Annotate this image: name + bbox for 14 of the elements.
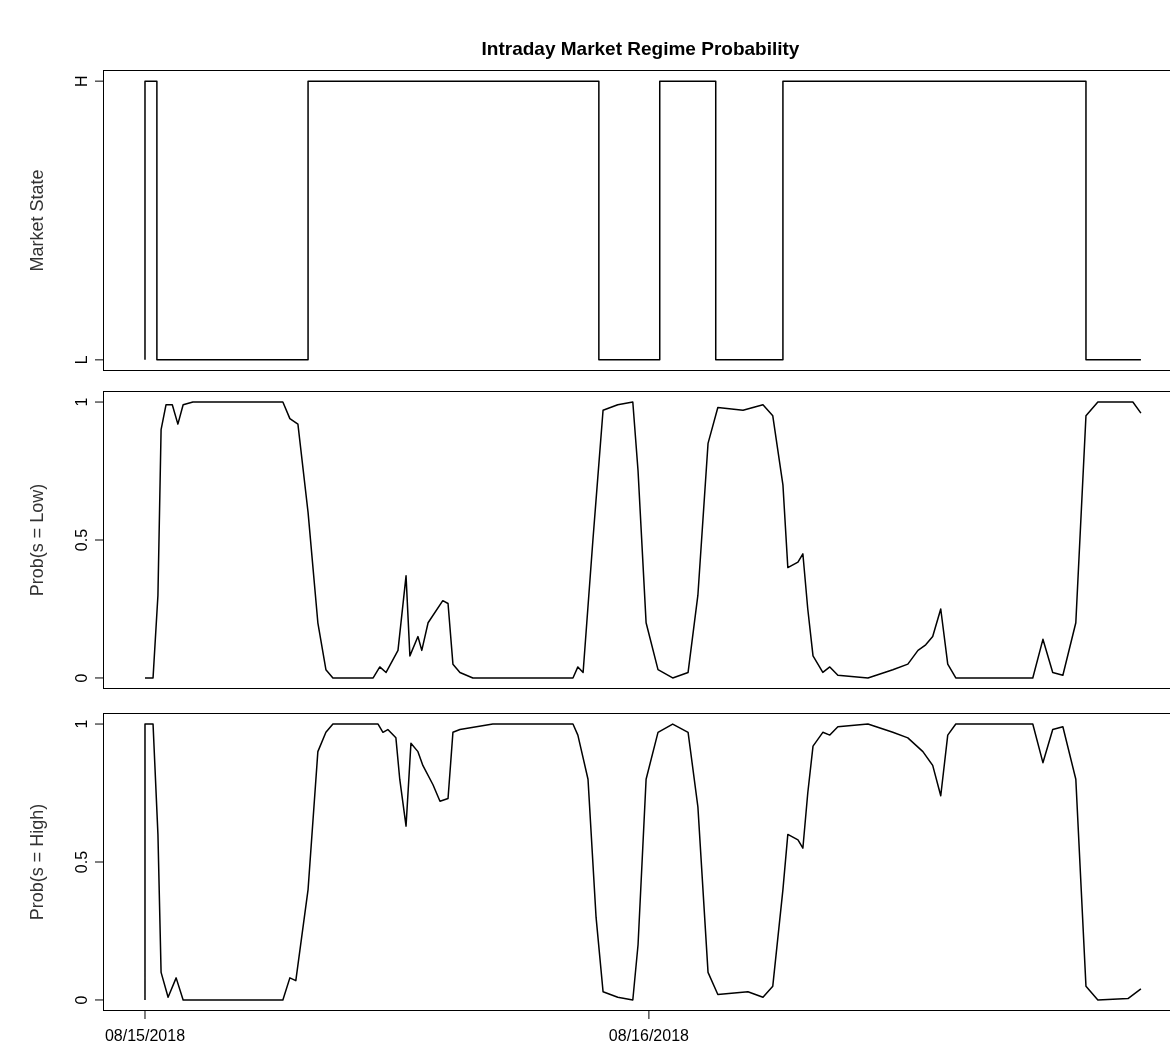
chart-title: Intraday Market Regime Probability xyxy=(480,38,801,60)
y-tick-label: 1 xyxy=(73,397,90,407)
x-tick-label: 08/16/2018 xyxy=(608,1027,690,1044)
x-tick-label: 08/15/2018 xyxy=(104,1027,186,1044)
y-tick-label: 0.5 xyxy=(73,850,90,874)
y-tick-label: 0.5 xyxy=(73,528,90,552)
y-tick-label: 1 xyxy=(73,719,90,729)
text: L xyxy=(73,355,90,365)
y-tick-label: 0 xyxy=(73,995,90,1005)
y-axis-title: Prob(s = Low) xyxy=(26,483,47,597)
y-axis-title: Market State xyxy=(26,169,47,272)
text: H xyxy=(73,75,90,87)
y-axis-title: Prob(s = High) xyxy=(26,803,47,921)
y-tick-label: 0 xyxy=(73,673,90,683)
